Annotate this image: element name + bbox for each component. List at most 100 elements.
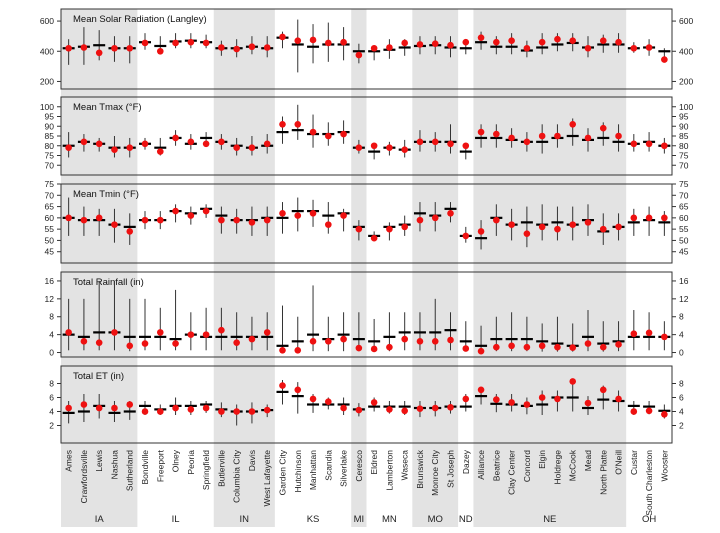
tick-label-right: 0 [679, 348, 684, 358]
observed-point [661, 214, 668, 222]
observed-point [279, 346, 286, 354]
observed-point [569, 221, 577, 228]
observed-point [218, 408, 225, 415]
site-label: Elgin [537, 450, 547, 469]
site-label: Holdrege [552, 450, 562, 485]
observed-point [584, 340, 592, 347]
site-label: South Charleston [644, 450, 654, 516]
observed-point [279, 33, 286, 41]
observed-point [431, 338, 439, 345]
observed-point [309, 36, 317, 44]
site-label: Manhattan [308, 450, 318, 490]
observed-point [416, 138, 424, 146]
tick-label-left: 0 [49, 348, 54, 358]
observed-point [187, 38, 195, 46]
observed-point [355, 406, 363, 414]
site-label: Peoria [186, 450, 196, 475]
site-label: Clay Center [507, 450, 517, 495]
state-label-mo: MO [428, 514, 443, 525]
observed-point [401, 407, 408, 415]
observed-point [202, 207, 210, 215]
observed-point [218, 216, 225, 224]
observed-point [615, 38, 622, 46]
tick-label-left: 100 [40, 102, 54, 112]
observed-point [95, 339, 103, 346]
state-label-ne: NE [543, 514, 556, 525]
observed-point [80, 216, 88, 224]
tick-label-right: 16 [679, 276, 689, 286]
observed-point [508, 221, 515, 228]
site-label: Garden City [277, 449, 287, 495]
observed-point [477, 347, 485, 355]
site-label: Monroe City [430, 449, 440, 496]
state-label-oh: OH [642, 514, 656, 525]
tick-label-left: 90 [45, 121, 55, 131]
observed-point [172, 39, 179, 47]
tick-label-right: 50 [679, 235, 689, 245]
observed-point [233, 216, 240, 224]
tick-label-left: 55 [45, 224, 55, 234]
observed-point [279, 210, 286, 217]
observed-point [370, 142, 378, 150]
observed-point [630, 214, 638, 222]
observed-point [615, 223, 622, 231]
observed-point [80, 401, 88, 408]
observed-point [202, 39, 210, 47]
observed-point [523, 230, 531, 237]
observed-point [645, 214, 653, 222]
tick-label-right: 6 [679, 393, 684, 403]
tick-label-left: 16 [45, 276, 55, 286]
observed-point [569, 37, 577, 44]
site-label: Mead [583, 450, 593, 472]
observed-point [309, 338, 317, 345]
observed-point [538, 394, 546, 401]
observed-point [248, 144, 256, 151]
tick-label-right: 85 [679, 131, 689, 141]
observed-point [554, 35, 561, 43]
observed-point [554, 343, 561, 351]
observed-point [263, 44, 271, 51]
tick-label-left: 65 [45, 202, 55, 212]
site-label: McCook [568, 449, 578, 481]
observed-point [401, 223, 408, 231]
observed-point [325, 132, 332, 140]
observed-point [645, 44, 653, 51]
site-label: Olney [171, 449, 181, 472]
observed-point [370, 234, 378, 242]
observed-point [279, 121, 286, 128]
observed-point [111, 146, 118, 153]
site-label: Lewis [94, 450, 104, 472]
tick-label-right: 2 [679, 421, 684, 431]
observed-point [65, 144, 72, 151]
observed-point [340, 335, 347, 343]
observed-point [523, 44, 531, 52]
site-label: West Lafayette [262, 450, 272, 507]
observed-point [111, 329, 118, 336]
observed-point [65, 44, 72, 52]
observed-point [569, 378, 577, 385]
panel-title: Total ET (in) [73, 371, 124, 382]
observed-point [401, 39, 408, 47]
tick-label-right: 200 [679, 76, 693, 86]
site-label: Custar [629, 450, 639, 475]
observed-point [263, 406, 271, 414]
observed-point [538, 342, 546, 350]
observed-point [615, 132, 622, 140]
panel-frame [60, 8, 673, 90]
observed-point [294, 212, 302, 219]
site-label: Lamberton [384, 450, 394, 491]
observed-point [233, 408, 240, 415]
observed-point [493, 396, 500, 403]
observed-point [156, 47, 164, 55]
panel-3: 0 0 4 4 8 8 12 12 16 16 Total Rainfall (in) [45, 271, 689, 358]
observed-point [554, 395, 561, 403]
observed-point [508, 399, 515, 406]
observed-point [340, 130, 347, 138]
panel-title: Mean Tmin (°F) [73, 189, 139, 200]
observed-point [325, 398, 332, 406]
observed-point [294, 121, 302, 128]
tick-label-right: 8 [679, 379, 684, 389]
tick-label-right: 55 [679, 224, 689, 234]
panel-frame [60, 271, 673, 358]
tick-label-right: 75 [679, 151, 689, 161]
